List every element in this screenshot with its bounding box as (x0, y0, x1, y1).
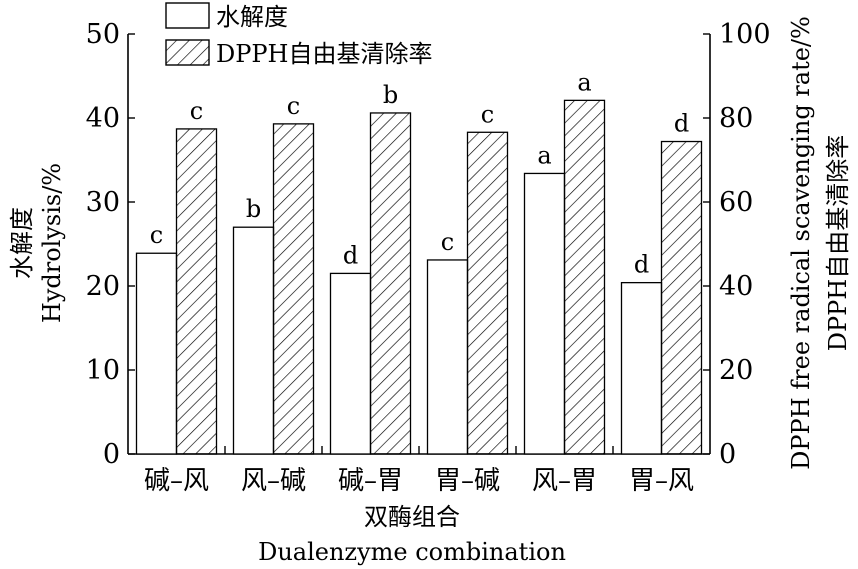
sig-label-dpph: a (577, 68, 591, 96)
bar-hydrolysis (232, 226, 275, 455)
legend-label-hydrolysis: 水解度 (216, 3, 288, 31)
bars-group (135, 99, 703, 455)
bar-hydrolysis (523, 172, 566, 455)
bar-hydrolysis (426, 259, 469, 455)
bar-dpph (466, 131, 509, 455)
y-left-tick-label: 10 (86, 355, 120, 386)
sig-label-hydrolysis: c (441, 228, 454, 256)
x-axis-title-en: Dualenzyme combination (258, 538, 566, 566)
bar-dpph (563, 99, 606, 455)
ticks-group: 0 10 20 30 40 50 0 20 40 60 80 100 (86, 19, 771, 470)
labels-group: c c 碱–风 b c 风–碱 d b 碱–胃 c c 胃–碱 a a 风–胃 d d 胃–风 (144, 68, 694, 496)
y-left-tick-label: 30 (86, 187, 120, 218)
y-left-tick-label: 50 (86, 19, 120, 50)
bar-dpph (175, 128, 218, 455)
bar-hydrolysis (620, 281, 663, 455)
x-category-label: 胃–碱 (435, 466, 500, 496)
legend: 水解度 DPPH自由基清除率 (165, 2, 432, 68)
y-right-tick-label: 80 (719, 103, 753, 134)
sig-label-dpph: b (383, 81, 398, 109)
legend-swatch-hydrolysis (165, 2, 210, 29)
y-axis-right-title-cn: DPPH自由基清除率 (824, 135, 852, 351)
bar-dpph (369, 112, 412, 455)
sig-label-hydrolysis: c (150, 221, 163, 249)
y-right-tick-label: 60 (719, 187, 753, 218)
bar-dpph (660, 140, 703, 455)
x-category-label: 胃–风 (629, 466, 694, 496)
y-left-tick-label: 40 (86, 103, 120, 134)
y-left-tick-label: 20 (86, 271, 120, 302)
x-axis-title-cn: 双酶组合 (364, 503, 460, 531)
legend-label-dpph: DPPH自由基清除率 (216, 40, 432, 68)
y-right-tick-label: 100 (719, 19, 771, 50)
bar-hydrolysis (329, 272, 372, 455)
sig-label-dpph: c (481, 100, 494, 128)
sig-label-dpph: c (190, 97, 203, 125)
bar-dpph (272, 123, 315, 455)
x-category-label: 风–碱 (241, 466, 306, 496)
y-right-tick-label: 40 (719, 271, 753, 302)
sig-label-hydrolysis: b (246, 195, 261, 223)
y-left-tick-label: 0 (103, 439, 120, 470)
x-category-label: 碱–胃 (338, 466, 403, 496)
y-right-tick-label: 20 (719, 355, 753, 386)
y-right-tick-label: 0 (719, 439, 736, 470)
sig-label-dpph: c (287, 92, 300, 120)
sig-label-hydrolysis: a (537, 141, 551, 169)
x-category-label: 碱–风 (144, 466, 209, 496)
y-axis-left-title-cn: 水解度 (8, 207, 36, 279)
sig-label-dpph: d (674, 110, 689, 138)
x-category-label: 风–胃 (532, 466, 597, 496)
legend-swatch-dpph (165, 39, 210, 66)
y-axis-right-title-en: DPPH free radical scavenging rate/% (787, 16, 815, 470)
sig-label-hydrolysis: d (343, 241, 358, 269)
bar-hydrolysis (135, 252, 178, 455)
y-axis-left-title-en: Hydrolysis/% (38, 163, 66, 323)
sig-label-hydrolysis: d (634, 251, 649, 279)
